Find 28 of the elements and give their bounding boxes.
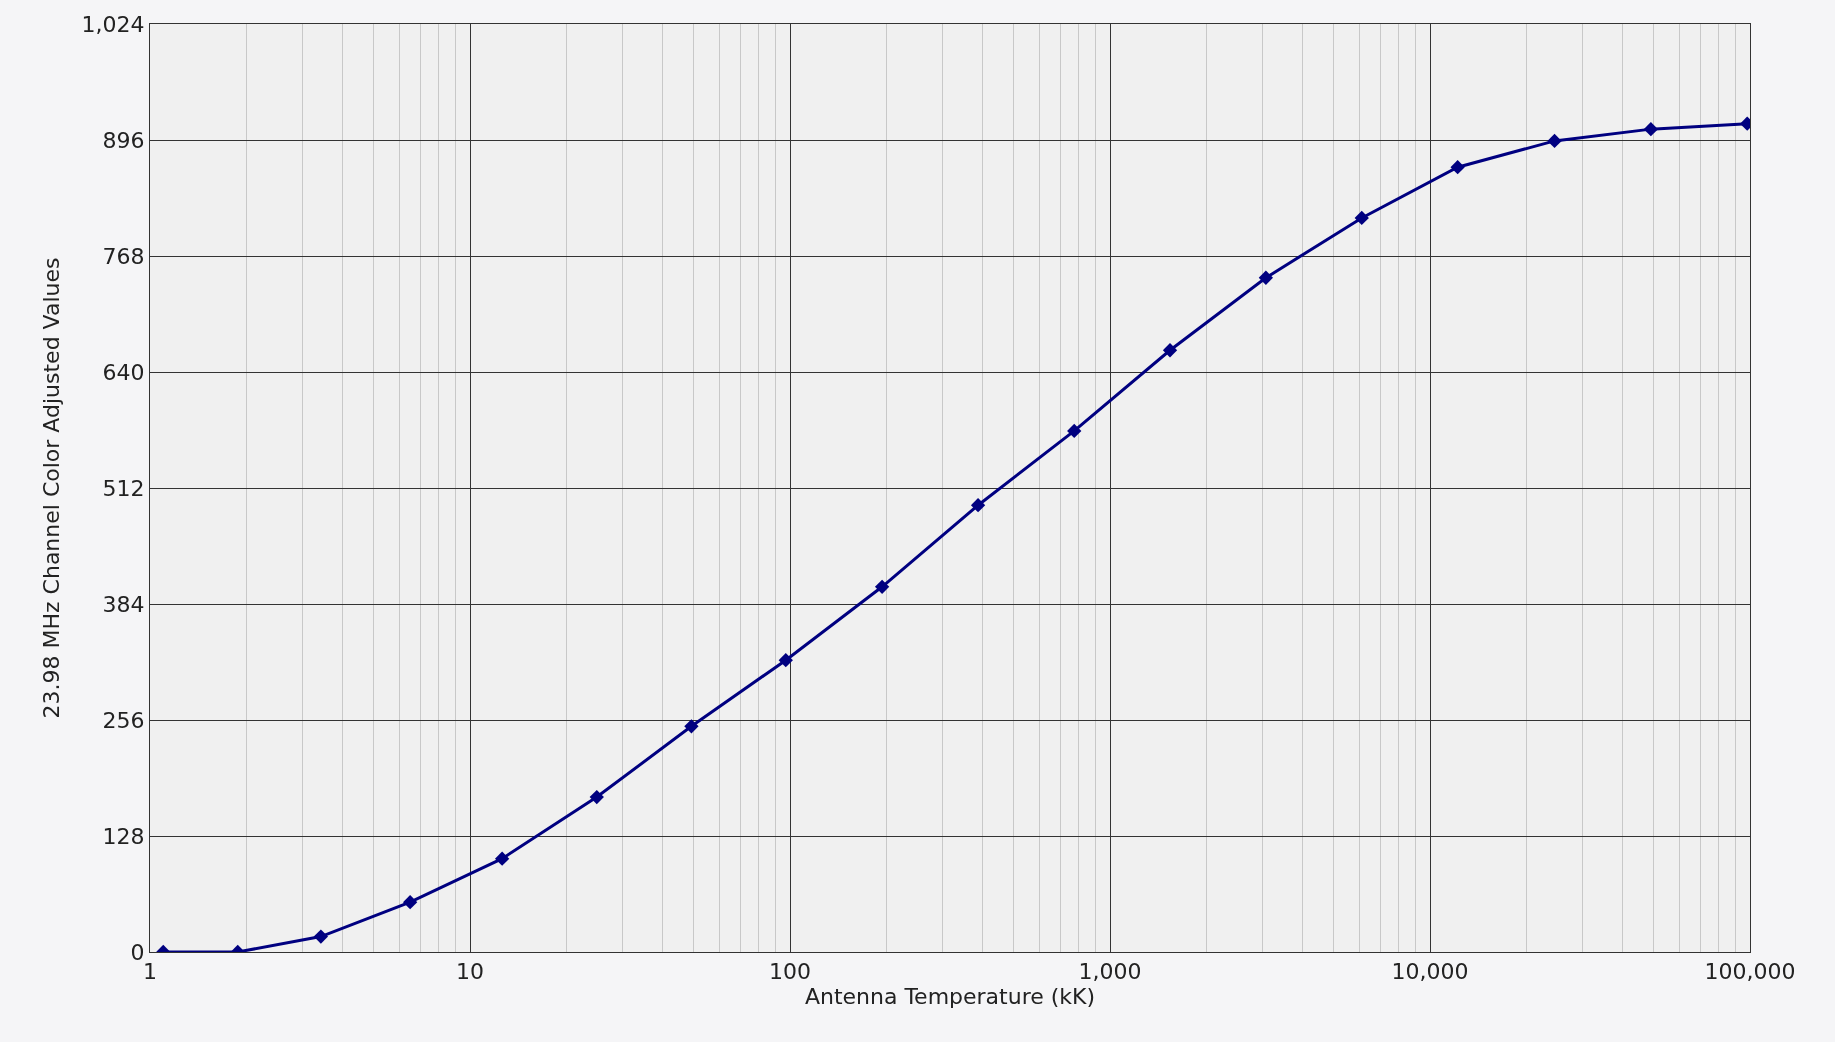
x-tick-label: 10,000: [1391, 959, 1469, 985]
point: [874, 579, 890, 594]
point: [970, 498, 986, 513]
point: [1450, 160, 1465, 175]
y-tick-label: 384: [102, 591, 145, 617]
x-tick-label: 1,000: [1078, 959, 1142, 985]
point: [684, 719, 699, 734]
point: [1547, 133, 1562, 149]
x-tick-label: 100,000: [1704, 959, 1796, 985]
point: [1162, 343, 1178, 358]
y-axis-title: 23.98 MHz Channel Color Adjusted Values: [39, 257, 65, 719]
point: [1067, 423, 1082, 439]
y-tick-label: 768: [102, 243, 145, 269]
point: [589, 789, 604, 805]
y-tick-label: 256: [102, 707, 145, 733]
y-tick-label: 128: [102, 823, 145, 849]
y-tick-label: 896: [102, 127, 145, 153]
x-tick-label: 10: [456, 959, 484, 985]
y-tick-label: 512: [102, 475, 145, 501]
y-tick-label: 640: [102, 359, 145, 385]
point: [1354, 210, 1369, 226]
x-tick-label: 100: [769, 959, 811, 985]
point: [1258, 270, 1274, 285]
y-tick-label: 1,024: [81, 11, 145, 37]
x-tick-label: 1: [143, 959, 157, 985]
point: [494, 851, 510, 866]
y-tick-label: 0: [130, 939, 145, 965]
x-axis-title: Antenna Temperature (kK): [804, 984, 1096, 1010]
